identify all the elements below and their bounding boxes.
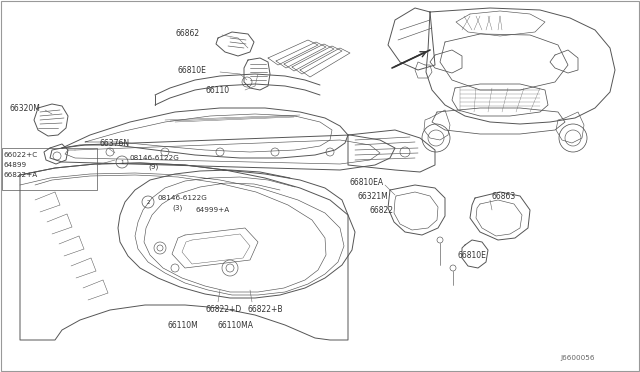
Text: (3): (3) bbox=[172, 205, 182, 211]
Text: 64899: 64899 bbox=[4, 162, 27, 168]
Text: 66110M: 66110M bbox=[168, 321, 199, 330]
Text: 66810EA: 66810EA bbox=[350, 177, 384, 186]
Text: 66810E: 66810E bbox=[178, 65, 207, 74]
Text: 66810E: 66810E bbox=[458, 250, 487, 260]
Text: 08146-6122G: 08146-6122G bbox=[158, 195, 208, 201]
Text: 66320M: 66320M bbox=[10, 103, 41, 112]
Text: 64999+A: 64999+A bbox=[195, 207, 229, 213]
Text: 08146-6122G: 08146-6122G bbox=[130, 155, 180, 161]
Text: 66822+B: 66822+B bbox=[248, 305, 284, 314]
Text: 66376N: 66376N bbox=[100, 138, 130, 148]
Text: 66863: 66863 bbox=[492, 192, 516, 201]
Text: 66822+D: 66822+D bbox=[205, 305, 241, 314]
Text: 66022+C: 66022+C bbox=[4, 152, 38, 158]
Text: J6600056: J6600056 bbox=[560, 355, 595, 361]
Text: 66110: 66110 bbox=[205, 86, 229, 94]
Text: 66822+A: 66822+A bbox=[4, 172, 38, 178]
Bar bbox=[2, 148, 97, 190]
Text: 66321M: 66321M bbox=[358, 192, 388, 201]
Text: 2: 2 bbox=[147, 199, 150, 205]
Text: 66862: 66862 bbox=[175, 29, 199, 38]
Text: 66110MA: 66110MA bbox=[218, 321, 254, 330]
Text: (9): (9) bbox=[148, 164, 158, 170]
Text: 1: 1 bbox=[120, 160, 124, 164]
Text: 66822: 66822 bbox=[370, 205, 394, 215]
